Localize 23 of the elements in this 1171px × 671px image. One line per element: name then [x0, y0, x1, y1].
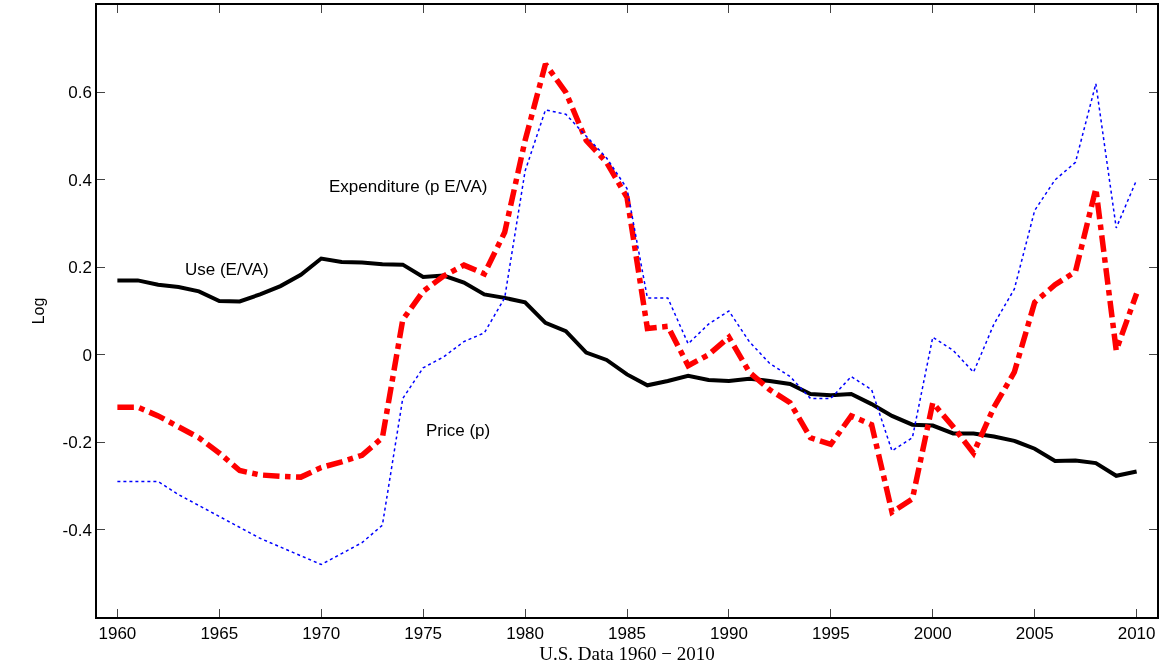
- y-tick-label: -0.2: [62, 433, 92, 453]
- y-tick-label: 0.2: [68, 258, 92, 278]
- y-tick-label: 0: [82, 345, 92, 365]
- x-tick-label: 1975: [404, 624, 443, 644]
- x-tick-label: 1965: [200, 624, 239, 644]
- series-label: Expenditure (p E/VA): [329, 177, 488, 196]
- x-tick-label: 2000: [913, 624, 952, 644]
- y-tick-label: 0.4: [68, 170, 92, 190]
- y-axis-title: Log: [29, 297, 47, 325]
- x-tick-label: 1985: [608, 624, 646, 644]
- series-label: Price (p): [426, 421, 491, 440]
- y-tick-label: -0.4: [62, 520, 92, 540]
- series-label: Use (E/VA): [185, 260, 269, 279]
- x-tick-label: 1995: [811, 624, 850, 644]
- x-tick-label: 1970: [302, 624, 341, 644]
- x-tick-label: 1990: [710, 624, 748, 644]
- x-tick-label: 1980: [506, 624, 544, 644]
- x-tick-label: 1960: [98, 624, 137, 644]
- x-axis-title: U.S. Data 1960 − 2010: [539, 643, 715, 665]
- line-series: [115, 256, 1139, 478]
- y-tick-label: 0.6: [68, 83, 92, 103]
- x-tick-label: 2005: [1015, 624, 1054, 644]
- x-tick-label: 2010: [1117, 624, 1156, 644]
